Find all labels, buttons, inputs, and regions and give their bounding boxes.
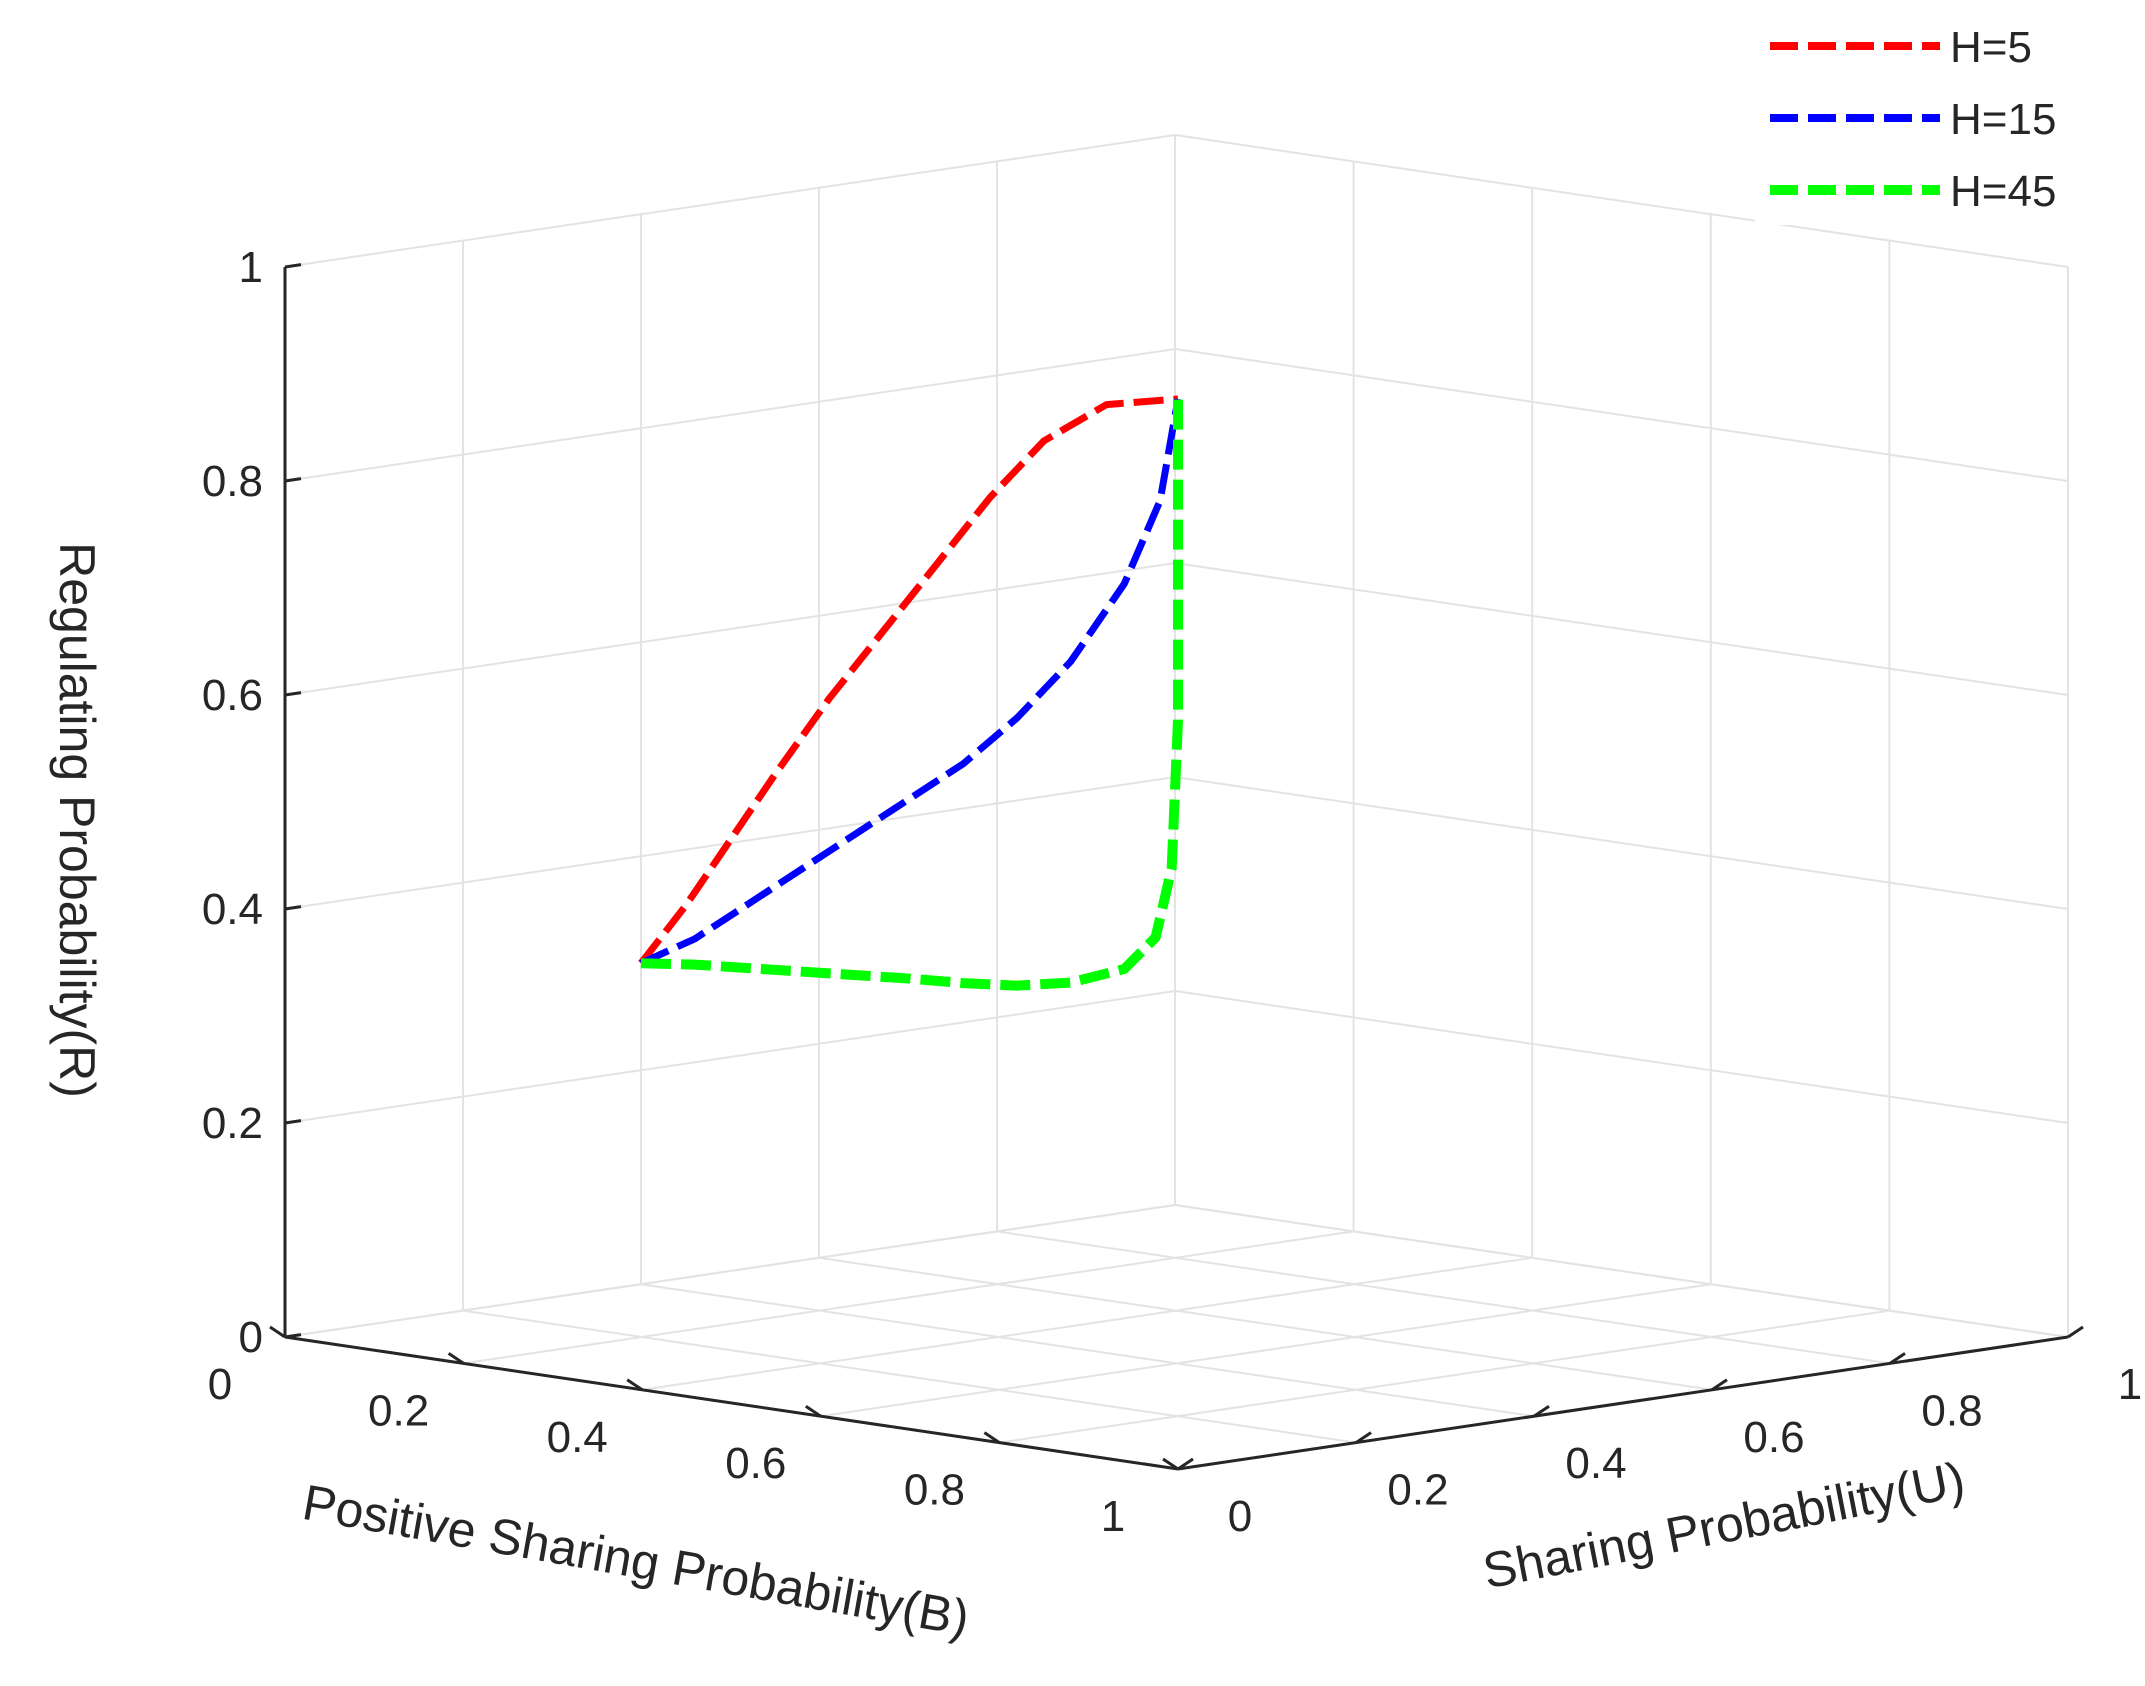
z-tick-label-5: 1 xyxy=(239,243,263,292)
x-tick-label-2: 0.4 xyxy=(1565,1439,1626,1488)
legend-label-h5: H=5 xyxy=(1950,23,2032,72)
z-axis-label: Regulating Probability(R) xyxy=(49,542,105,1098)
floor-grid-line-u-4 xyxy=(999,1309,1890,1444)
z-tick-label-4: 0.8 xyxy=(202,457,263,506)
left-wall-horizontal-4 xyxy=(284,348,1176,482)
y-tick-1 xyxy=(447,1352,465,1365)
left-wall-horizontal-0 xyxy=(284,1204,1176,1338)
legend: H=5 H=15 H=45 xyxy=(1755,15,2085,225)
y-tick-label-4: 0.8 xyxy=(904,1466,965,1515)
x-axis-line xyxy=(1177,1335,2069,1471)
series-layer xyxy=(638,395,1183,991)
axes-layer: 0 0.2 0.4 0.6 0.8 1 0 0.2 0.4 0.6 0.8 1 0 0.2 0.4 0.6 0.… xyxy=(202,243,2142,1541)
right-wall-horizontal-4 xyxy=(1174,348,2069,482)
z-tick-0 xyxy=(284,1333,302,1339)
series-line-h5 xyxy=(638,395,1179,966)
y-tick-label-1: 0.2 xyxy=(368,1386,429,1435)
floor-grid-line-b-3 xyxy=(640,1283,1535,1418)
x-tick-label-5: 1 xyxy=(2118,1360,2142,1409)
series-line-h45 xyxy=(640,399,1183,991)
x-tick-label-3: 0.6 xyxy=(1743,1413,1804,1462)
y-tick-5 xyxy=(1162,1457,1179,1471)
right-wall-horizontal-0 xyxy=(1174,1204,2069,1338)
x-tick-label-4: 0.8 xyxy=(1921,1386,1982,1435)
z-tick-label-2: 0.4 xyxy=(202,885,263,934)
series-line-h15 xyxy=(639,398,1182,967)
x-axis-label: Sharing Probability(U) xyxy=(1478,1451,1969,1599)
z-tick-3 xyxy=(284,691,302,697)
y-tick-label-5: 1 xyxy=(1101,1492,1125,1541)
z-tick-1 xyxy=(284,1119,302,1125)
floor-grid-line-b-1 xyxy=(996,1230,1891,1365)
x-tick-label-1: 0.2 xyxy=(1387,1466,1448,1515)
y-axis-line xyxy=(284,1335,1179,1471)
left-wall-horizontal-5 xyxy=(284,134,1176,268)
legend-label-h45: H=45 xyxy=(1950,167,2056,216)
y-tick-label-3: 0.6 xyxy=(725,1439,786,1488)
y-tick-3 xyxy=(804,1404,822,1418)
z-tick-2 xyxy=(284,905,302,911)
floor-grid-line-u-1 xyxy=(463,1230,1354,1365)
right-wall-horizontal-2 xyxy=(1174,776,2069,910)
floor-grid-line-b-2 xyxy=(818,1256,1713,1391)
floor-grid-line-u-3 xyxy=(820,1283,1711,1418)
y-tick-0 xyxy=(269,1325,286,1339)
x-tick-3 xyxy=(1711,1378,1728,1392)
floor-grid-line-b-4 xyxy=(462,1309,1357,1444)
z-tick-label-3: 0.6 xyxy=(202,671,263,720)
y-tick-4 xyxy=(983,1431,1001,1444)
legend-label-h15: H=15 xyxy=(1950,95,2056,144)
x-tick-2 xyxy=(1533,1404,1550,1418)
x-tick-5 xyxy=(2067,1325,2084,1339)
right-wall-horizontal-1 xyxy=(1174,990,2069,1124)
floor-grid-line-u-2 xyxy=(642,1256,1533,1391)
x-tick-label-0: 0 xyxy=(1228,1492,1252,1541)
y-tick-2 xyxy=(626,1378,644,1392)
left-wall-horizontal-1 xyxy=(284,990,1176,1124)
z-tick-4 xyxy=(284,477,302,483)
y-tick-label-0: 0 xyxy=(208,1360,232,1409)
x-tick-0 xyxy=(1177,1457,1194,1471)
x-tick-1 xyxy=(1355,1431,1372,1444)
z-tick-label-1: 0.2 xyxy=(202,1099,263,1148)
z-tick-5 xyxy=(284,263,302,269)
y-axis-label: Positive Sharing Probability(B) xyxy=(299,1474,974,1646)
x-tick-4 xyxy=(1889,1352,1906,1365)
right-wall-horizontal-5 xyxy=(1174,134,2069,268)
right-wall-horizontal-3 xyxy=(1174,562,2069,696)
z-tick-label-0: 0 xyxy=(239,1313,263,1362)
y-tick-label-2: 0.4 xyxy=(547,1413,608,1462)
left-wall-horizontal-3 xyxy=(284,562,1176,696)
